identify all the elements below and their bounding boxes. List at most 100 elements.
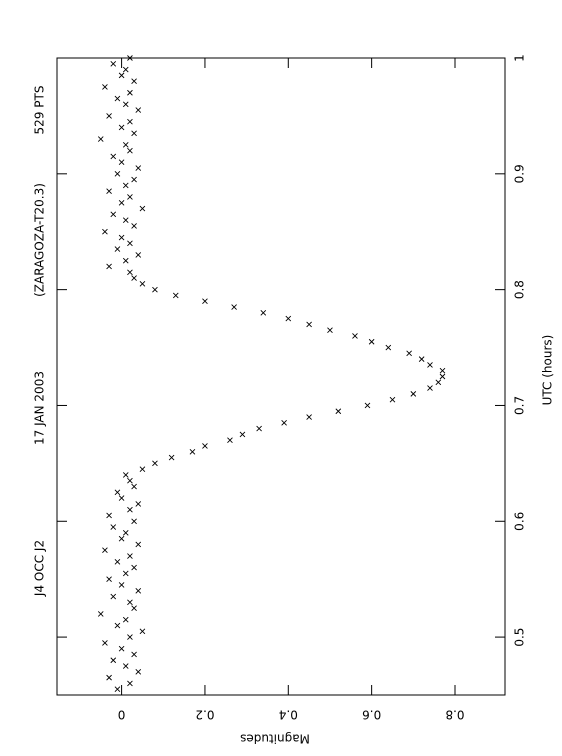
data-point	[106, 512, 112, 519]
annotation: 17 JAN 2003	[33, 371, 47, 445]
data-point	[152, 460, 158, 467]
data-point	[106, 263, 112, 270]
data-point	[114, 246, 121, 252]
annotation: (ZARAGOZA-T20.3)	[33, 183, 47, 297]
data-point	[439, 373, 446, 380]
data-point	[118, 535, 125, 542]
data-point	[131, 78, 137, 84]
data-point	[127, 55, 133, 61]
data-point	[122, 257, 129, 264]
data-point	[122, 142, 129, 148]
data-point	[352, 333, 358, 339]
data-point	[127, 553, 133, 559]
data-point	[439, 367, 446, 374]
data-point	[127, 118, 133, 125]
data-point	[135, 107, 142, 113]
x-tick-label: 0.6	[513, 512, 527, 531]
data-point	[122, 663, 129, 669]
data-point	[389, 396, 396, 403]
data-point	[122, 101, 129, 108]
data-point	[135, 165, 142, 171]
data-point	[97, 611, 104, 617]
data-point	[139, 466, 146, 472]
data-point	[114, 170, 121, 177]
y-axis-label: Magnitudes	[240, 732, 310, 746]
data-point	[122, 530, 129, 536]
data-point	[306, 321, 312, 328]
data-point	[172, 292, 179, 299]
data-point	[102, 84, 108, 90]
data-point	[131, 130, 137, 137]
data-point	[106, 188, 112, 195]
data-point	[256, 425, 262, 432]
data-point	[168, 454, 175, 461]
data-point	[118, 124, 125, 131]
data-point	[131, 483, 137, 490]
data-point	[189, 448, 196, 455]
data-point	[427, 362, 433, 368]
data-point	[110, 60, 117, 67]
data-point	[110, 593, 117, 600]
data-point	[114, 489, 121, 496]
data-point	[427, 385, 433, 391]
data-point	[135, 541, 142, 548]
data-point	[135, 501, 142, 507]
data-point	[118, 645, 125, 652]
data-point	[102, 640, 108, 646]
data-point	[127, 147, 133, 154]
x-tick-label: 0.8	[513, 280, 527, 299]
data-point	[106, 113, 112, 119]
data-point	[114, 95, 121, 102]
data-point	[406, 350, 412, 357]
data-point	[418, 356, 425, 362]
data-point	[281, 420, 287, 426]
data-point	[139, 281, 146, 287]
data-point	[127, 240, 133, 247]
data-point	[285, 315, 292, 322]
data-point	[260, 309, 267, 316]
data-point	[127, 599, 133, 606]
data-point	[131, 275, 137, 281]
data-point	[127, 680, 133, 687]
data-point	[102, 228, 108, 235]
data-point	[102, 547, 108, 554]
annotation: J4 OCC J2	[33, 540, 47, 597]
data-point	[122, 217, 129, 223]
data-point	[364, 402, 371, 409]
data-point	[410, 391, 417, 397]
data-point	[239, 431, 246, 438]
data-point	[127, 194, 133, 200]
x-axis-label: UTC (hours)	[541, 335, 555, 406]
data-point	[131, 518, 137, 525]
data-point	[118, 199, 125, 206]
y-tick-label: 0.8	[445, 708, 464, 722]
data-point	[114, 622, 121, 629]
data-point	[131, 223, 137, 229]
data-point	[110, 211, 117, 218]
data-point	[106, 674, 112, 681]
x-tick-label: 0.5	[513, 628, 527, 647]
data-point	[135, 587, 142, 594]
data-point	[118, 72, 125, 79]
y-tick-label: 0	[118, 708, 126, 722]
data-point	[152, 286, 158, 293]
data-point	[335, 408, 342, 415]
data-point	[227, 437, 233, 444]
data-point	[202, 443, 208, 449]
data-point	[131, 605, 137, 611]
data-point	[110, 524, 117, 530]
data-point	[135, 669, 142, 675]
data-point	[122, 182, 129, 189]
data-point	[106, 576, 112, 583]
data-point	[122, 472, 129, 478]
data-point	[114, 686, 121, 693]
data-point	[368, 338, 375, 345]
data-point	[122, 66, 129, 73]
data-point	[127, 477, 133, 484]
data-point	[97, 136, 104, 142]
data-point	[385, 344, 392, 351]
data-point	[122, 570, 129, 577]
x-tick-label: 1	[513, 54, 527, 62]
plot-frame	[56, 57, 506, 696]
